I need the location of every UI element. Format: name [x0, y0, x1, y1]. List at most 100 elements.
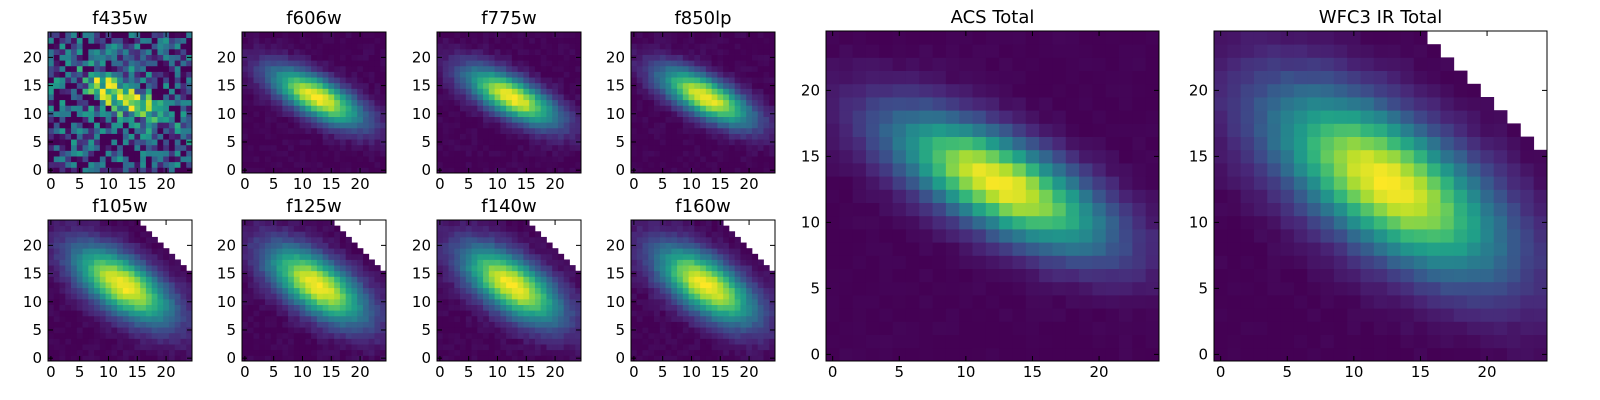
pixel-cell: [305, 327, 312, 334]
pixel-cell: [717, 161, 724, 168]
pixel-cell: [705, 344, 713, 351]
pixel-cell: [757, 127, 764, 134]
pixel-cell: [711, 304, 718, 311]
pixel-cell: [740, 144, 747, 151]
pixel-cell: [276, 310, 283, 317]
pixel-cell: [253, 122, 260, 129]
pixel-cell: [494, 161, 501, 168]
pixel-cell: [460, 94, 467, 101]
pixel-cell: [488, 220, 495, 227]
pixel-cell: [265, 156, 272, 163]
pixel-cell: [763, 116, 770, 123]
pixel-cell: [282, 122, 289, 129]
pixel-cell: [305, 32, 312, 39]
pixel-cell: [351, 315, 358, 322]
pixel-cell: [242, 338, 249, 345]
pixel-cell: [751, 60, 759, 67]
pixel-cell: [523, 349, 530, 356]
pixel-cell: [259, 88, 266, 95]
pixel-cell: [242, 71, 249, 78]
pixel-cell: [322, 259, 329, 266]
pixel-cell: [563, 65, 570, 72]
pixel-cell: [259, 54, 266, 61]
pixel-cell: [665, 88, 672, 95]
pixel-cell: [276, 265, 283, 272]
pixel-cell: [88, 77, 95, 84]
pixel-cell: [111, 77, 118, 84]
pixel-cell: [763, 338, 770, 345]
pixel-cell: [128, 225, 135, 232]
pixel-cell: [186, 48, 193, 55]
pixel-cell: [534, 99, 542, 106]
pixel-cell: [134, 65, 141, 72]
pixel-cell: [253, 116, 260, 123]
pixel-cell: [105, 225, 112, 232]
pixel-cell: [534, 310, 542, 317]
pixel-cell: [265, 265, 272, 272]
pixel-cell: [334, 225, 341, 232]
pixel-cell: [654, 315, 661, 322]
pixel-cell: [168, 344, 176, 351]
pixel-cell: [299, 248, 306, 255]
pixel-cell: [700, 298, 707, 305]
pixel-cell: [511, 293, 519, 300]
pixel-cell: [477, 127, 484, 134]
pixel-cell: [59, 167, 66, 174]
pixel-cell: [94, 270, 101, 277]
pixel-cell: [128, 110, 135, 117]
pixel-cell: [671, 265, 678, 272]
pixel-cell: [59, 253, 66, 260]
pixel-cell: [163, 88, 170, 95]
pixel-cell: [477, 82, 484, 89]
pixel-cell: [557, 265, 565, 272]
pixel-cell: [454, 144, 461, 151]
pixel-cell: [728, 144, 736, 151]
pixel-cell: [180, 321, 187, 328]
pixel-cell: [728, 43, 736, 50]
pixel-cell: [362, 139, 370, 146]
pixel-cell: [351, 298, 358, 305]
pixel-cell: [293, 259, 300, 266]
pixel-cell: [448, 82, 455, 89]
pixel-cell: [276, 248, 283, 255]
pixel-cell: [677, 99, 684, 106]
pixel-cell: [682, 43, 689, 50]
pixel-cell: [71, 270, 78, 277]
pixel-cell: [460, 220, 467, 227]
pixel-cell: [282, 133, 289, 140]
pixel-cell: [671, 82, 678, 89]
pixel-cell: [711, 270, 718, 277]
pixel-cell: [328, 315, 335, 322]
pixel-cell: [53, 71, 60, 78]
pixel-cell: [186, 127, 193, 134]
pixel-cell: [276, 259, 283, 266]
pixel-cell: [157, 344, 164, 351]
pixel-cell: [247, 315, 254, 322]
pixel-cell: [99, 99, 106, 106]
pixel-cell: [529, 327, 536, 334]
pixel-cell: [717, 310, 724, 317]
pixel-cell: [259, 293, 266, 300]
pixel-cell: [174, 327, 181, 334]
pixel-cell: [723, 122, 730, 129]
pixel-cell: [163, 327, 170, 334]
pixel-cell: [180, 304, 187, 311]
pixel-cell: [534, 161, 542, 168]
pixel-cell: [671, 77, 678, 84]
pixel-cell: [552, 122, 559, 129]
pixel-cell: [682, 82, 689, 89]
pixel-cell: [334, 82, 341, 89]
pixel-cell: [305, 161, 312, 168]
pixel-cell: [483, 338, 490, 345]
pixel-cell: [511, 167, 519, 174]
pixel-cell: [316, 150, 324, 157]
pixel-cell: [529, 37, 536, 44]
pixel-cell: [322, 110, 329, 117]
pixel-cell: [740, 276, 747, 283]
pixel-cell: [334, 133, 341, 140]
pixel-cell: [357, 282, 364, 289]
pixel-cell: [700, 349, 707, 356]
pixel-cell: [128, 127, 135, 134]
pixel-cell: [477, 65, 484, 72]
pixel-cell: [134, 310, 141, 317]
